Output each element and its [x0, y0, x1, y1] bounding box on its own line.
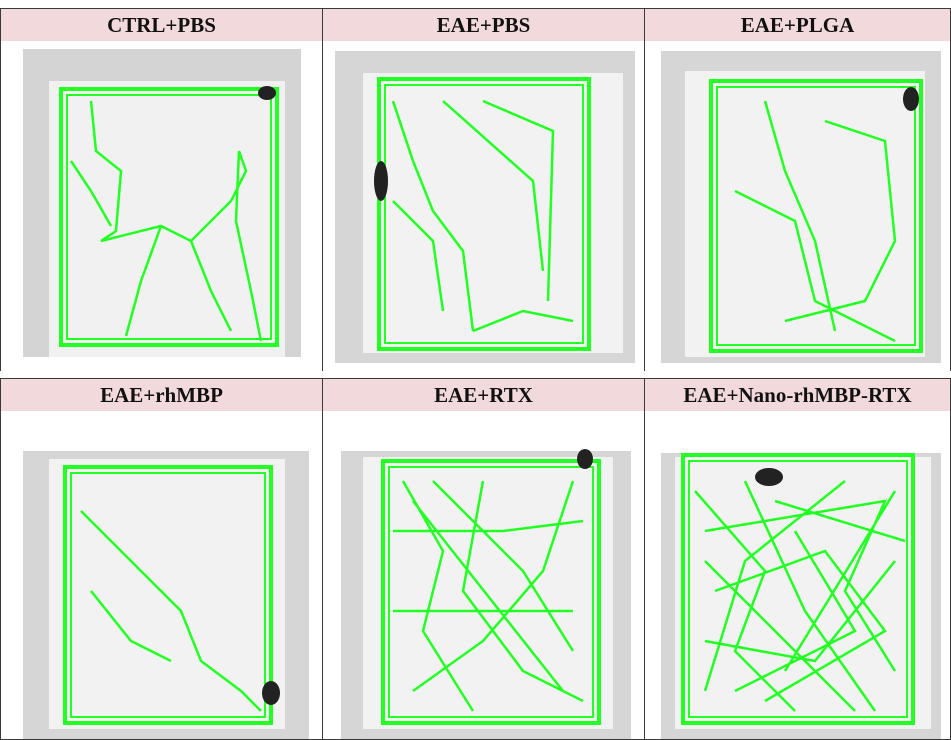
track-panel — [0, 41, 323, 371]
mouse-icon — [374, 161, 388, 201]
mouse-icon — [262, 681, 280, 705]
mouse-icon — [755, 468, 783, 486]
track-panel — [644, 41, 951, 371]
track-image — [341, 449, 631, 739]
track-image — [661, 453, 941, 739]
mouse-icon — [258, 86, 276, 100]
track-image — [23, 451, 309, 739]
track-panel — [322, 411, 645, 740]
track-image — [23, 49, 301, 357]
track-panel — [644, 411, 951, 740]
panel-title: EAE+rhMBP — [0, 378, 323, 412]
panel-title: EAE+PLGA — [644, 8, 951, 42]
track-image — [335, 51, 635, 363]
track-panel — [0, 411, 323, 740]
panel-title: EAE+PBS — [322, 8, 645, 42]
panel-title: EAE+Nano-rhMBP-RTX — [644, 378, 951, 412]
mouse-icon — [577, 449, 593, 469]
track-panel — [322, 41, 645, 371]
panel-title: CTRL+PBS — [0, 8, 323, 42]
panel-title: EAE+RTX — [322, 378, 645, 412]
track-image — [661, 51, 941, 363]
mouse-icon — [903, 87, 919, 111]
